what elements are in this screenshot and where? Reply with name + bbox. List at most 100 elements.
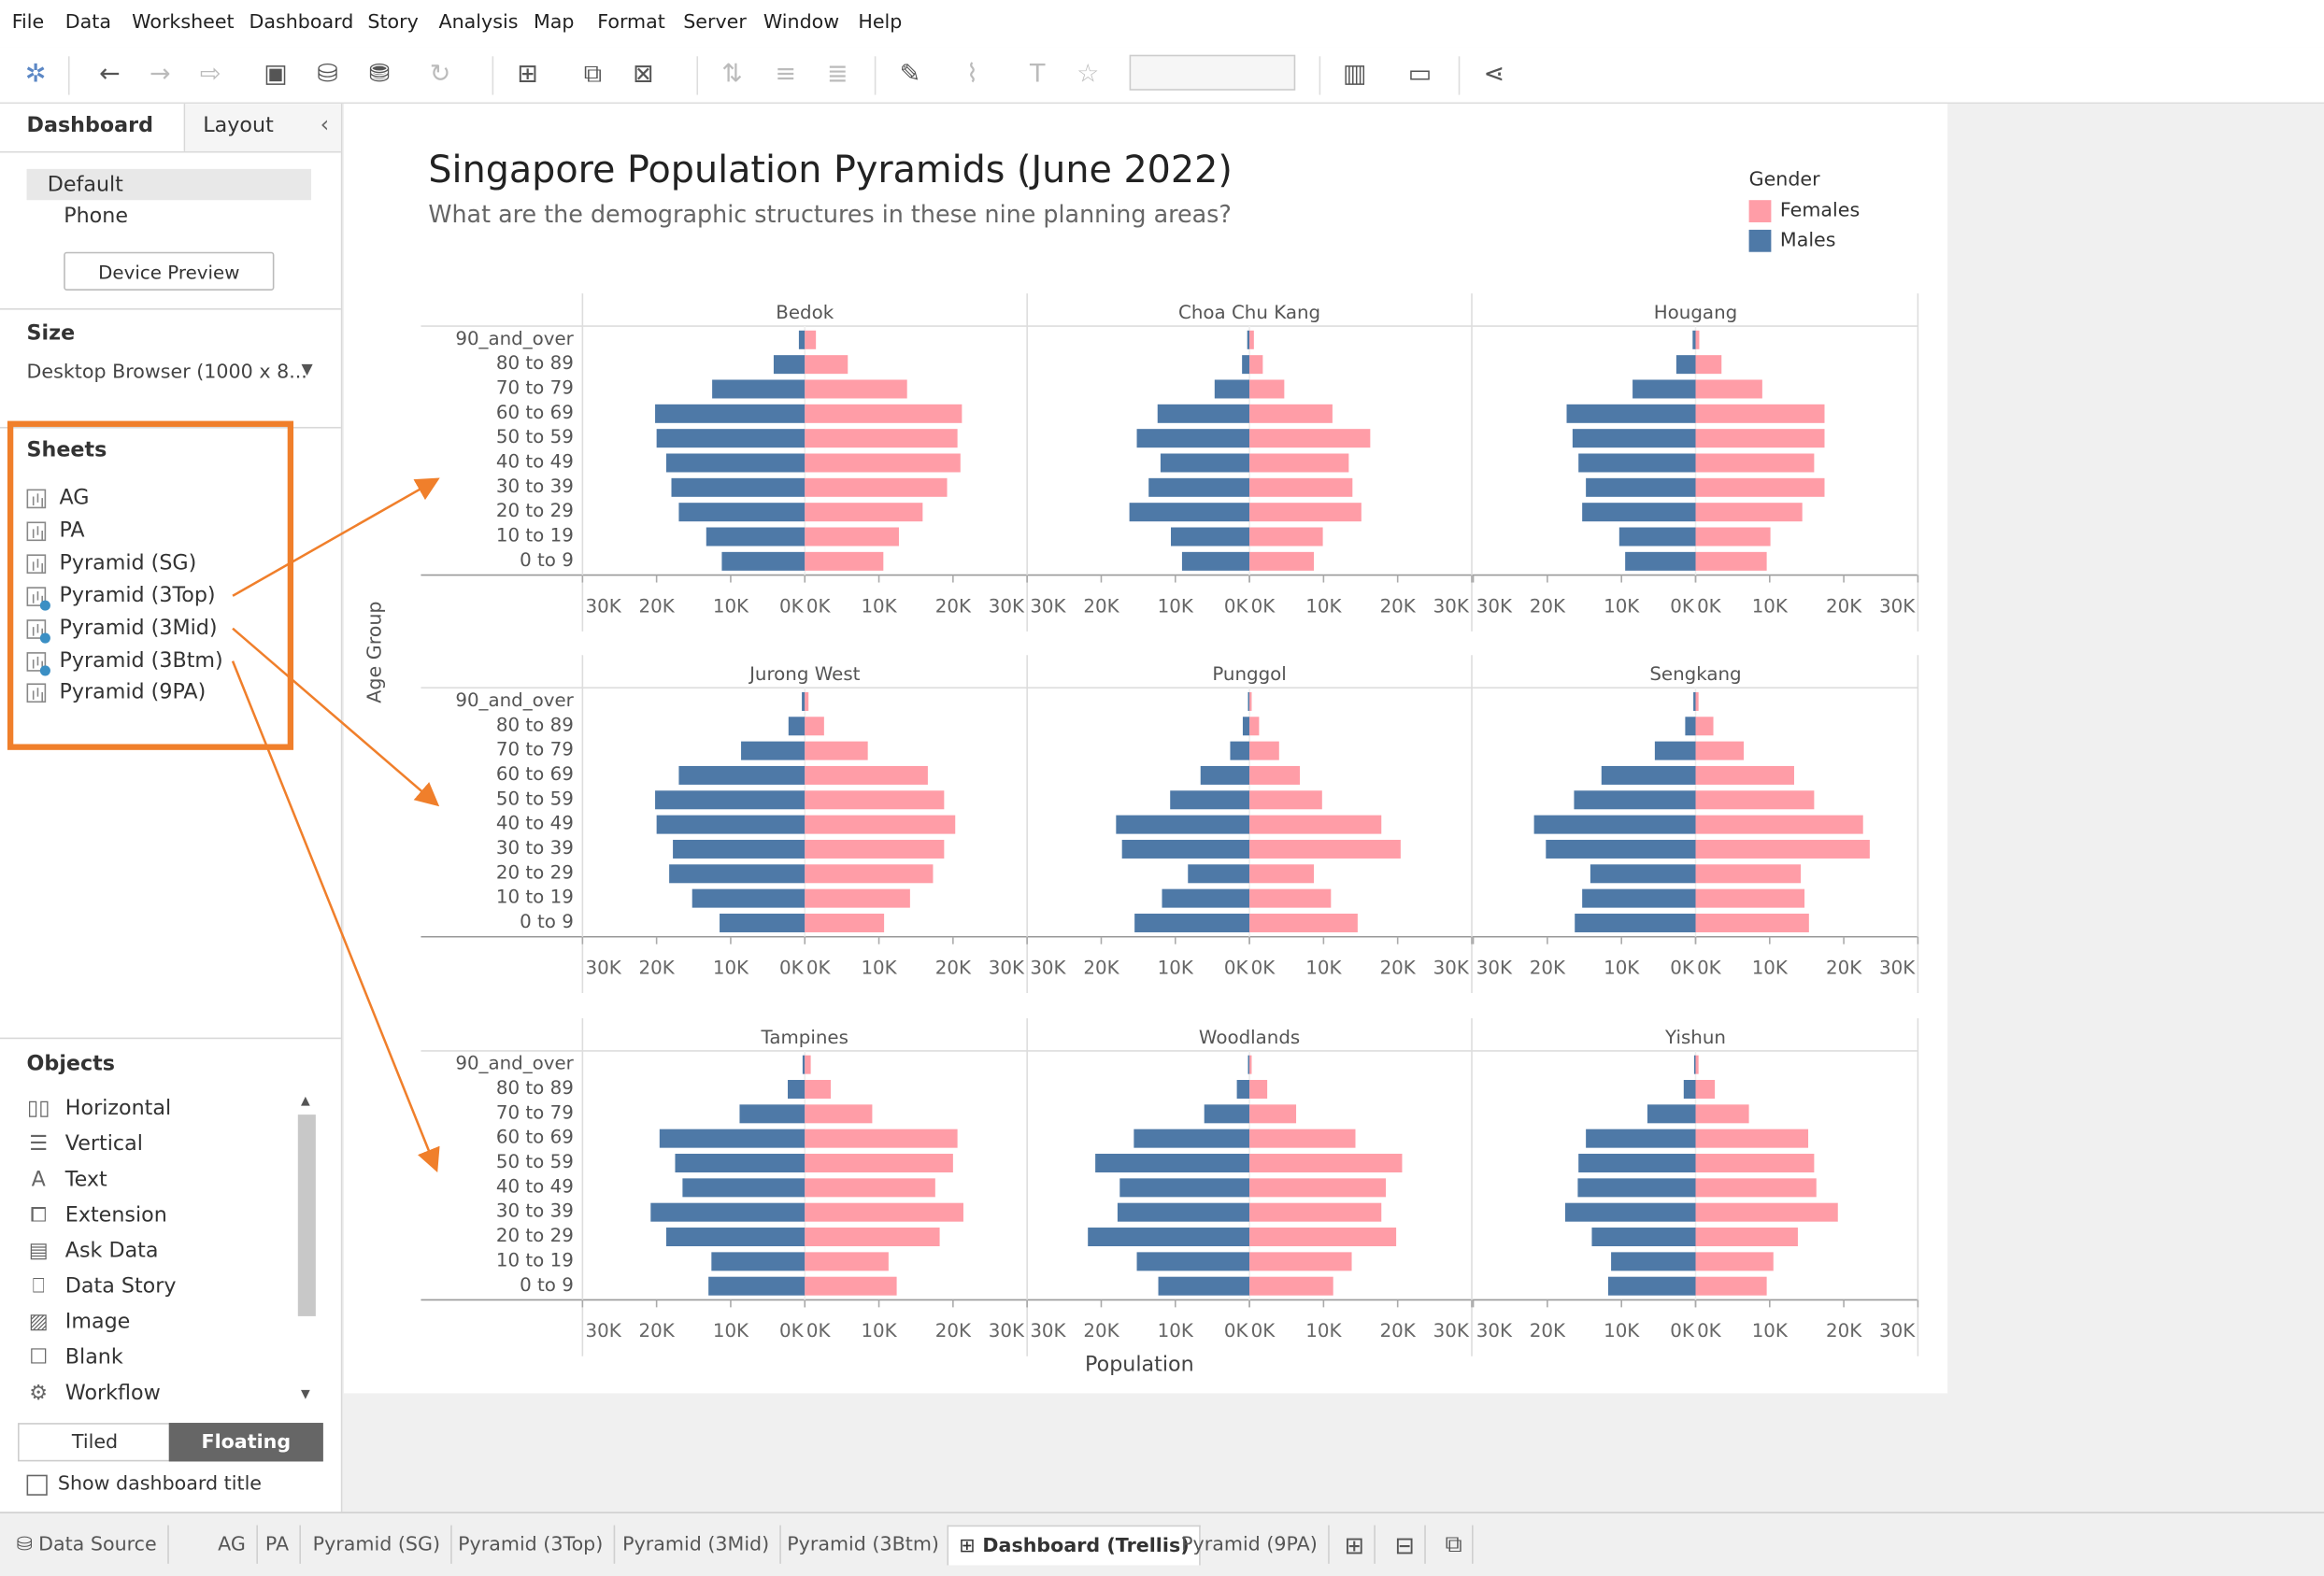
legend-item-females[interactable]: Females: [1748, 200, 1860, 222]
fix-axes-icon[interactable]: ☆: [1076, 59, 1100, 90]
menu-worksheet[interactable]: Worksheet: [132, 11, 235, 35]
object-horizontal[interactable]: ▯▯ Horizontal: [26, 1097, 172, 1121]
menu-map[interactable]: Map: [533, 11, 575, 35]
sort-descending-icon[interactable]: ≣: [826, 59, 848, 90]
age-group-label: 20 to 29: [496, 1225, 574, 1246]
group-icon[interactable]: ⌇: [965, 59, 979, 90]
share-icon[interactable]: ⋖: [1483, 59, 1505, 90]
scroll-thumb[interactable]: [297, 1115, 316, 1316]
sheet-item-pa[interactable]: PA: [26, 518, 85, 543]
tab-layout[interactable]: Layout ‹: [185, 104, 341, 151]
axis-tick-label: 10K: [1604, 957, 1640, 978]
menu-window[interactable]: Window: [763, 11, 840, 35]
menu-data[interactable]: Data: [64, 11, 112, 35]
axis-tick-label: 10K: [1158, 595, 1194, 617]
sheet-item-pyramid-9pa[interactable]: Pyramid (9PA): [26, 680, 206, 704]
panel-title: Woodlands: [1199, 1027, 1300, 1048]
bar-female: [805, 790, 945, 810]
tab-pyramid-9pa[interactable]: Pyramid (9PA): [1171, 1525, 1330, 1564]
redo-dropdown-icon[interactable]: ⇨: [199, 59, 221, 90]
sheet-item-pyramid-3top[interactable]: Pyramid (3Top): [26, 584, 216, 610]
presentation-icon[interactable]: ▭: [1407, 59, 1433, 90]
size-dropdown[interactable]: Desktop Browser (1000 x 8... ▼: [27, 362, 316, 391]
age-group-label: 80 to 89: [496, 714, 574, 735]
bar-female: [1695, 1202, 1838, 1222]
menu-format[interactable]: Format: [597, 11, 665, 35]
object-extension[interactable]: ⧠ Extension: [27, 1203, 166, 1227]
show-me-icon[interactable]: ▥: [1342, 59, 1367, 90]
object-vertical[interactable]: ☰ Vertical: [27, 1132, 143, 1156]
tab-pa[interactable]: PA: [255, 1525, 301, 1564]
menu-story[interactable]: Story: [367, 11, 419, 35]
axis-tick-label: 30K: [586, 1320, 622, 1342]
redo-icon[interactable]: →: [149, 59, 171, 90]
chevron-left-icon[interactable]: ‹: [320, 110, 330, 138]
undo-icon[interactable]: ←: [99, 59, 121, 90]
menu-analysis[interactable]: Analysis: [438, 11, 519, 35]
highlight-icon[interactable]: ✎: [899, 59, 921, 90]
save-icon[interactable]: ▣: [264, 59, 288, 90]
swap-icon[interactable]: ⇅: [721, 59, 743, 90]
axis-tick-label: 0K: [1224, 957, 1249, 978]
tab-data-source[interactable]: ⛁ Data Source: [6, 1525, 169, 1564]
new-data-source-icon[interactable]: ⛁: [317, 59, 338, 90]
bar-female: [1695, 330, 1700, 349]
age-group-label: 60 to 69: [496, 763, 574, 785]
show-title-checkbox[interactable]: Show dashboard title: [26, 1473, 262, 1496]
bar-female: [1695, 1228, 1798, 1247]
sort-ascending-icon[interactable]: ≡: [775, 59, 796, 90]
sheet-item-ag[interactable]: AG: [26, 486, 90, 510]
label-icon[interactable]: T: [1030, 59, 1046, 90]
object-text[interactable]: A Text: [27, 1168, 107, 1191]
menu-help[interactable]: Help: [858, 11, 903, 35]
menu-dashboard[interactable]: Dashboard: [249, 11, 354, 35]
bar-female: [1249, 1202, 1382, 1222]
floating-toggle[interactable]: Floating: [168, 1423, 323, 1462]
fit-dropdown[interactable]: [1129, 54, 1296, 91]
tab-pyramid-sg[interactable]: Pyramid (SG): [303, 1525, 452, 1564]
object-image[interactable]: ▨ Image: [27, 1311, 131, 1334]
axis-tick-label: 30K: [1433, 595, 1470, 617]
refresh-icon[interactable]: ↻: [429, 59, 451, 90]
objects-scrollbar[interactable]: ▲ ▼: [296, 1094, 317, 1405]
menu-server[interactable]: Server: [683, 11, 747, 35]
tab-ag[interactable]: AG: [207, 1525, 258, 1564]
sheet-item-pyramid-3mid[interactable]: Pyramid (3Mid): [26, 617, 218, 643]
tab-dashboard[interactable]: Dashboard: [0, 104, 186, 151]
age-group-label: 30 to 39: [496, 476, 574, 497]
object-ask-data[interactable]: ▤ Ask Data: [27, 1239, 159, 1262]
device-phone[interactable]: Phone: [64, 204, 128, 229]
scroll-up-icon[interactable]: ▲: [300, 1093, 310, 1108]
new-worksheet-icon[interactable]: ⊞: [517, 59, 538, 90]
pause-updates-icon[interactable]: ⛃: [368, 59, 391, 90]
bar-male: [1230, 741, 1250, 760]
bar-male: [678, 765, 806, 785]
tiled-toggle[interactable]: Tiled: [18, 1423, 172, 1462]
object-blank[interactable]: ☐ Blank: [27, 1346, 123, 1370]
object-workflow[interactable]: ⚙ Workflow: [27, 1382, 160, 1405]
bar-female: [1695, 1276, 1767, 1296]
new-worksheet-icon[interactable]: ⊞: [1333, 1525, 1376, 1564]
new-story-icon[interactable]: ⧉: [1434, 1525, 1475, 1564]
bar-female: [1695, 839, 1870, 859]
menu-file[interactable]: File: [11, 11, 45, 35]
sheet-item-pyramid-3btm[interactable]: Pyramid (3Btm): [26, 649, 223, 675]
tableau-logo-icon[interactable]: ✲: [24, 59, 47, 90]
checkbox-box[interactable]: [26, 1473, 48, 1496]
tab-dashboard-trellis[interactable]: ⊞ Dashboard (Trellis): [947, 1525, 1202, 1566]
new-dashboard-icon[interactable]: ⊟: [1384, 1525, 1427, 1564]
bar-female: [1249, 1079, 1268, 1099]
device-preview-button[interactable]: Device Preview: [64, 251, 275, 291]
sheet-item-pyramid-sg[interactable]: Pyramid (SG): [26, 551, 196, 575]
legend-item-males[interactable]: Males: [1748, 229, 1861, 252]
duplicate-sheet-icon[interactable]: ⧉: [583, 59, 603, 90]
tab-pyramid-3mid[interactable]: Pyramid (3Mid): [612, 1525, 781, 1564]
bar-female: [805, 551, 884, 571]
object-data-story[interactable]: ⎕ Data Story: [27, 1274, 177, 1298]
menu-bar: File Data Worksheet Dashboard Story Anal…: [0, 0, 2324, 48]
clear-sheet-icon[interactable]: ⊠: [633, 59, 654, 90]
tab-pyramid-3btm[interactable]: Pyramid (3Btm): [777, 1525, 951, 1564]
device-default[interactable]: Default: [26, 168, 312, 201]
tab-pyramid-3top[interactable]: Pyramid (3Top): [448, 1525, 616, 1564]
scroll-down-icon[interactable]: ▼: [300, 1387, 310, 1401]
